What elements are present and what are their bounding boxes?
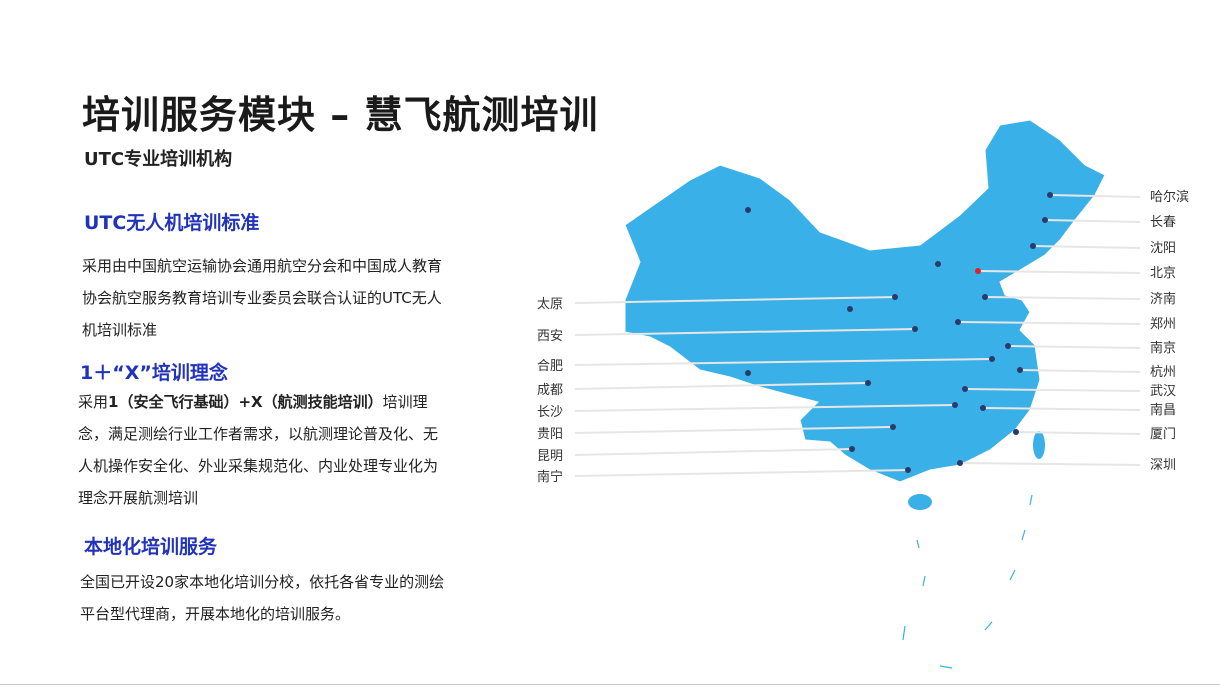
leader-line bbox=[574, 328, 916, 336]
leader-line bbox=[574, 469, 909, 477]
city-dot bbox=[745, 370, 751, 376]
city-dot bbox=[849, 446, 855, 452]
city-label: 合肥 bbox=[537, 359, 563, 374]
city-dot bbox=[1017, 367, 1023, 373]
section-body-concept: 采用1（安全飞行基础）+X（航测技能培训）培训理念，满足测绘行业工作者需求，以航… bbox=[78, 386, 448, 514]
city-dot bbox=[892, 294, 898, 300]
leader-line bbox=[1044, 219, 1141, 223]
leader-line bbox=[1049, 194, 1141, 198]
city-dot bbox=[962, 386, 968, 392]
city-dot bbox=[865, 380, 871, 386]
city-label: 北京 bbox=[1150, 266, 1176, 281]
leader-line bbox=[959, 462, 1141, 466]
city-dot bbox=[890, 424, 896, 430]
leader-line bbox=[574, 426, 894, 434]
city-label: 郑州 bbox=[1150, 317, 1176, 332]
city-label: 南昌 bbox=[1150, 402, 1176, 418]
city-label: 南京 bbox=[1150, 340, 1176, 356]
city-dot bbox=[905, 467, 911, 473]
city-label: 哈尔滨 bbox=[1150, 189, 1189, 205]
city-label: 厦门 bbox=[1150, 427, 1176, 442]
city-label: 沈阳 bbox=[1150, 241, 1176, 256]
page-subtitle: UTC专业培训机构 bbox=[84, 149, 233, 170]
city-label: 济南 bbox=[1150, 291, 1176, 307]
body-suffix: 培训理念，满足测绘行业工作者需求，以航测理论普及化、无人机操作安全化、外业采集规… bbox=[78, 393, 439, 507]
city-dot bbox=[1005, 343, 1011, 349]
city-label: 西安 bbox=[537, 329, 563, 344]
city-dot bbox=[1042, 217, 1048, 223]
leader-line bbox=[1007, 345, 1141, 349]
city-dot bbox=[912, 326, 918, 332]
section-heading-local: 本地化培训服务 bbox=[84, 536, 218, 558]
section-body-local: 全国已开设20家本地化培训分校，依托各省专业的测绘平台型代理商，开展本地化的培训… bbox=[80, 573, 445, 623]
city-dot bbox=[952, 402, 958, 408]
leader-line bbox=[574, 404, 956, 412]
city-dot bbox=[1013, 429, 1019, 435]
body-bold: 1（安全飞行基础）+X（航测技能培训） bbox=[108, 393, 383, 411]
map-shape bbox=[624, 119, 1106, 669]
page-title: 培训服务模块 – 慧飞航测培训 bbox=[82, 93, 599, 137]
city-dot bbox=[745, 207, 751, 213]
leader-line bbox=[1019, 369, 1141, 373]
leader-line bbox=[574, 448, 853, 456]
city-dot bbox=[989, 356, 995, 362]
section-body-standard: 采用由中国航空运输协会通用航空分会和中国成人教育协会航空服务教育培训专业委员会联… bbox=[82, 257, 443, 339]
leader-line bbox=[574, 382, 869, 390]
leader-line bbox=[982, 407, 1141, 411]
leader-line bbox=[574, 358, 993, 366]
city-label: 成都 bbox=[537, 383, 563, 398]
leader-line bbox=[977, 270, 1141, 274]
city-dot bbox=[975, 268, 981, 274]
city-label: 昆明 bbox=[537, 449, 563, 464]
city-dot bbox=[957, 460, 963, 466]
city-dot bbox=[1047, 192, 1053, 198]
divider bbox=[0, 684, 1220, 685]
city-dot bbox=[955, 319, 961, 325]
city-dot bbox=[980, 405, 986, 411]
city-dot bbox=[1030, 243, 1036, 249]
leader-line bbox=[984, 296, 1141, 300]
city-label: 深圳 bbox=[1150, 458, 1176, 473]
leader-line bbox=[1015, 431, 1141, 435]
city-dot bbox=[847, 306, 853, 312]
leader-line bbox=[964, 388, 1141, 392]
leader-line bbox=[574, 296, 896, 304]
section-heading-standard: UTC无人机培训标准 bbox=[84, 212, 260, 234]
city-label: 贵阳 bbox=[537, 427, 563, 442]
city-label: 南宁 bbox=[537, 469, 563, 485]
city-label: 武汉 bbox=[1150, 384, 1176, 399]
city-dot bbox=[935, 261, 941, 267]
city-label: 长春 bbox=[1150, 215, 1176, 230]
city-label: 太原 bbox=[537, 297, 563, 312]
section-heading-concept: 1＋“X”培训理念 bbox=[80, 362, 228, 384]
body-prefix: 采用 bbox=[78, 393, 109, 411]
leader-line bbox=[1032, 245, 1141, 249]
city-dot bbox=[982, 294, 988, 300]
leader-line bbox=[957, 321, 1141, 325]
city-label: 长沙 bbox=[537, 405, 563, 420]
city-label: 杭州 bbox=[1150, 365, 1176, 380]
